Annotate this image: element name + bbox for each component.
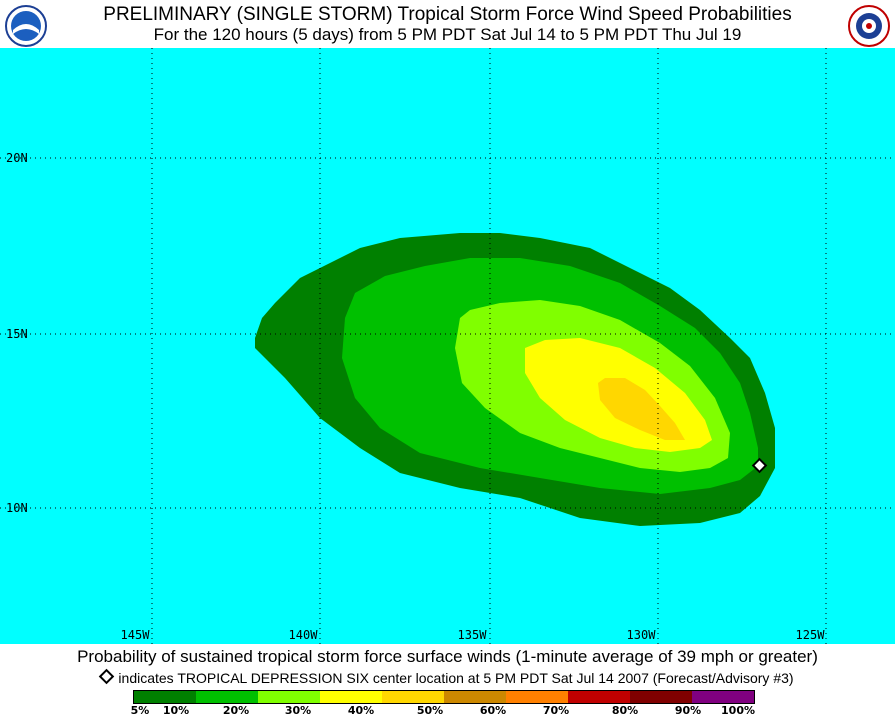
lon-label-145w: 145W [120, 628, 150, 642]
legend-swatch-4 [320, 691, 382, 703]
legend-label: 60% [479, 704, 507, 717]
lat-label-20n: 20N [6, 151, 28, 165]
legend-swatch-7 [506, 691, 568, 703]
lon-label-125w: 125W [795, 628, 825, 642]
legend-swatch-2 [196, 691, 258, 703]
lon-label-140w: 140W [288, 628, 318, 642]
probability-map: 20N 15N 10N 145W 140W 135W 130W 125W [0, 48, 895, 644]
nws-logo [847, 4, 891, 48]
page-title: PRELIMINARY (SINGLE STORM) Tropical Stor… [103, 4, 792, 25]
legend-label: 90% [674, 704, 702, 717]
legend-label: 40% [347, 704, 375, 717]
storm-center-marker [751, 457, 768, 474]
lat-label-10n: 10N [6, 501, 28, 515]
legend-label: 100% [721, 704, 755, 717]
legend-labels: 5% 10% 20% 30% 40% 50% 60% 70% 80% 90% 1… [0, 704, 895, 717]
legend-label: 50% [416, 704, 444, 717]
storm-center-note: indicates TROPICAL DEPRESSION SIX center… [0, 668, 895, 686]
map-canvas [0, 48, 895, 644]
legend-label: 30% [284, 704, 312, 717]
legend-swatch-3 [258, 691, 320, 703]
lat-label-15n: 15N [6, 327, 28, 341]
storm-center-note-text: indicates TROPICAL DEPRESSION SIX center… [118, 670, 794, 686]
legend-swatch-1 [134, 691, 196, 703]
lon-label-130w: 130W [626, 628, 656, 642]
diamond-icon [99, 668, 115, 685]
lon-label-135w: 135W [457, 628, 487, 642]
legend-label: 10% [162, 704, 190, 717]
legend-label: 70% [542, 704, 570, 717]
page-subtitle: For the 120 hours (5 days) from 5 PM PDT… [153, 25, 742, 44]
legend-swatch-10 [692, 691, 754, 703]
legend-swatch-8 [568, 691, 630, 703]
contour-40pct [598, 378, 685, 440]
probability-legend [133, 690, 755, 704]
legend-label: 80% [611, 704, 639, 717]
legend-swatch-9 [630, 691, 692, 703]
map-grid [0, 48, 895, 644]
legend-swatch-6 [444, 691, 506, 703]
legend-label: 5% [130, 704, 150, 717]
legend-label: 20% [222, 704, 250, 717]
noaa-logo [4, 4, 48, 48]
map-caption: Probability of sustained tropical storm … [77, 647, 818, 666]
legend-swatch-5 [382, 691, 444, 703]
